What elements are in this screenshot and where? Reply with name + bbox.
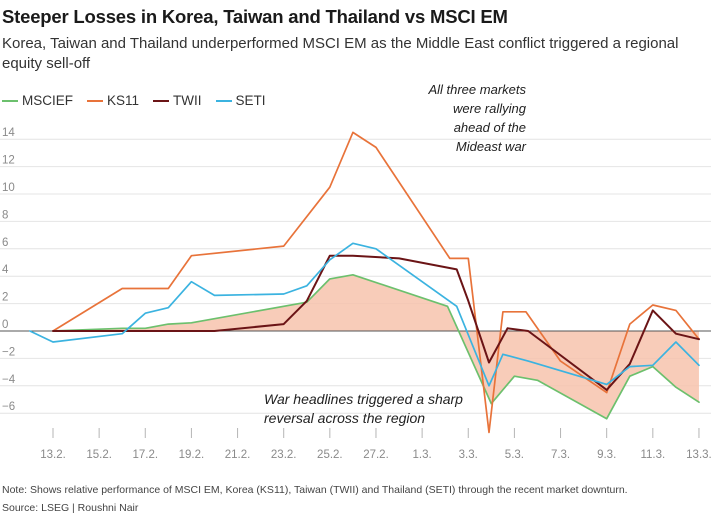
x-tick-label-3-3-: 3.3. [459,449,478,461]
chart-note: Note: Shows relative performance of MSCI… [2,484,628,496]
area-mscief [53,274,699,419]
x-tick-label-13-2-: 13.2. [40,449,66,461]
x-tick-label-19-2-: 19.2. [179,449,205,461]
series-lines [29,131,700,434]
x-tick-label-15-2-: 15.2. [86,449,112,461]
x-tick-label-5-3-: 5.3. [505,449,524,461]
x-tick-label-17-2-: 17.2. [132,449,158,461]
legend-item-seti: SETI [215,93,266,108]
series-line-twii [52,254,700,391]
annotation-rally-line-2: were rallying [453,101,527,116]
legend-item-twii: TWII [153,93,202,108]
legend-label-twii: TWII [173,93,202,108]
legend-swatch-seti [215,99,232,102]
x-tick-label-27-2-: 27.2. [363,449,389,461]
y-tick-label-12: 12 [2,155,15,167]
y-tick-label-8: 8 [2,209,8,221]
series-line-ks11 [52,131,700,434]
series-line-seti [29,242,700,387]
chart-title: Steeper Losses in Korea, Taiwan and Thai… [2,6,508,27]
y-tick-label-10: 10 [2,182,15,194]
y-tick-label--6: −6 [2,401,15,413]
chart-source: Source: LSEG | Roushni Nair [2,502,139,514]
legend-swatch-twii [153,99,170,102]
y-tick-label-0: 0 [2,319,8,331]
x-tick-label-21-2-: 21.2. [225,449,251,461]
legend-label-seti: SETI [235,93,266,108]
legend-swatch-mscief [2,99,18,102]
annotation-rally-line-1: All three markets [427,82,526,97]
x-tick-label-25-2-: 25.2. [317,449,343,461]
legend-label-mscief: MSCIEF [22,93,74,108]
annotations: All three markets were rallying ahead of t… [264,82,527,426]
shaded-area [53,274,699,419]
y-tick-label-4: 4 [2,264,9,276]
chart-subtitle: Korea, Taiwan and Thailand underperforme… [2,35,679,72]
legend-item-mscief: MSCIEF [2,93,73,108]
x-tick-label-7-3-: 7.3. [551,449,570,461]
legend: MSCIEF KS11 TWII SETI [2,93,280,108]
x-tick-label-13-3-: 13.3. [686,449,711,461]
x-tick-label-9-3-: 9.3. [597,449,616,461]
annotation-reversal-line-2: reversal across the region [264,410,425,426]
x-tick-label-11-3-: 11.3. [640,449,665,461]
y-tick-labels: 14 12 10 8 6 4 2 0 −2 −4 −6 [2,127,16,413]
y-tick-label-14: 14 [2,127,15,139]
y-tick-label--4: −4 [2,374,16,386]
y-tick-label-6: 6 [2,237,8,249]
annotation-rally-line-4: Mideast war [456,139,527,154]
x-tick-label-23-2-: 23.2. [271,449,297,461]
legend-item-ks11: KS11 [87,93,139,108]
x-tick-label-1-3-: 1.3. [413,449,432,461]
legend-swatch-ks11 [87,99,104,102]
annotation-reversal-line-1: War headlines triggered a sharp [264,391,463,407]
legend-label-ks11: KS11 [107,93,140,108]
annotation-rally-line-3: ahead of the [454,120,526,135]
y-tick-label--2: −2 [2,346,15,358]
series-line-mscief [52,273,700,420]
x-axis: 13.2. 15.2. 17.2. 19.2. 21.2. 23.2. 25.2. 27.2.… [40,428,711,461]
y-tick-label-2: 2 [2,292,8,304]
